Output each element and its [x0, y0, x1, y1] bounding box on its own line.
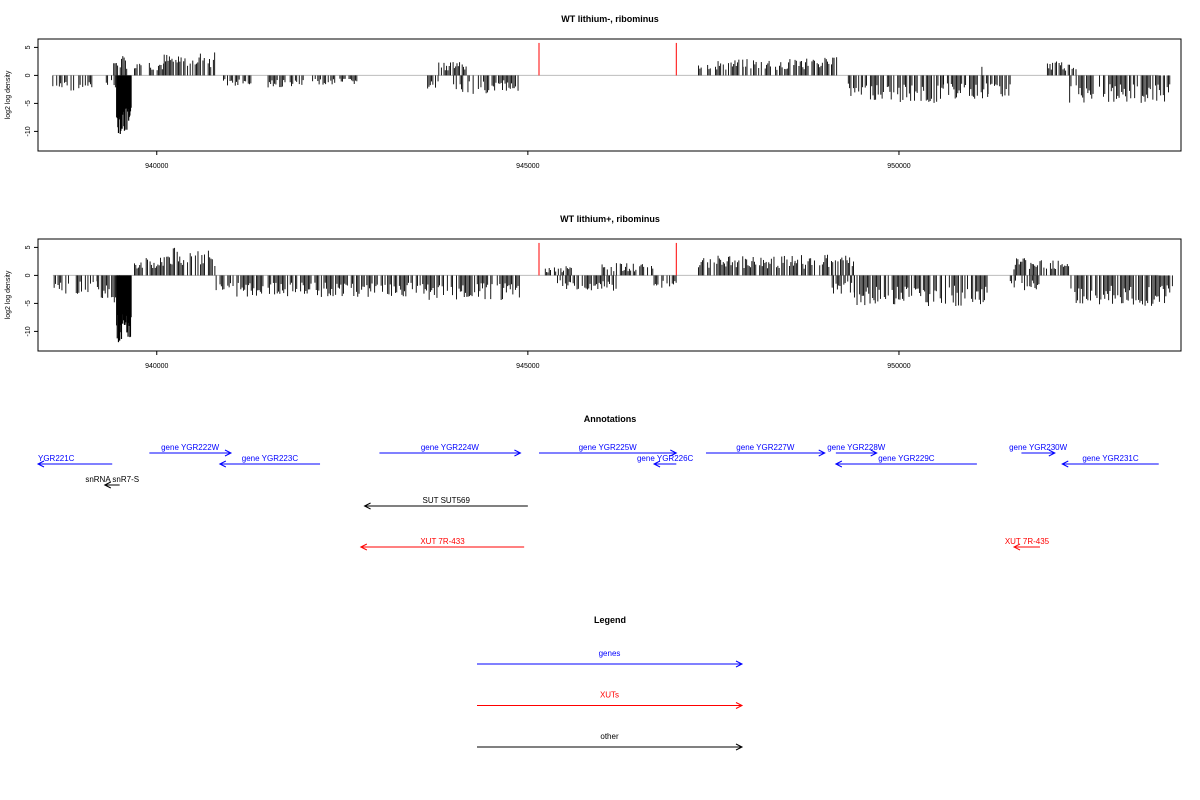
- annotations-title: Annotations: [584, 414, 637, 424]
- x-tick-label: 940000: [145, 163, 168, 170]
- feature-arrow: gene YGR223C: [218, 454, 321, 468]
- annotations-track: Annotations YGR221C gene YGR222W gene YGR2…: [36, 414, 1159, 551]
- feature-arrow: gene YGR222W: [149, 443, 233, 457]
- y-tick-label: 0: [25, 73, 32, 77]
- feature-arrow: XUT 7R-435: [1005, 537, 1050, 551]
- panel-title: WT lithium+, ribominus: [560, 214, 660, 224]
- feature-arrow: gene YGR228W: [827, 443, 886, 457]
- feature-label: gene YGR223C: [242, 454, 299, 463]
- legend-item: XUTs: [477, 691, 744, 709]
- coverage-bars: [52, 242, 1173, 343]
- feature-label: gene YGR231C: [1082, 454, 1139, 463]
- feature-label: SUT SUT569: [422, 496, 470, 505]
- y-tick-label: -5: [25, 300, 32, 306]
- x-tick-label: 950000: [887, 163, 910, 170]
- coverage-bars: [52, 42, 1171, 134]
- feature-arrow: gene YGR226C: [637, 454, 694, 468]
- y-axis-label: log2 log density: [5, 270, 12, 319]
- axes: 5 0 -5 -10 940000 945000 950000: [25, 245, 911, 370]
- y-axis-label: log2 log density: [5, 70, 12, 119]
- y-tick-label: 5: [25, 45, 32, 49]
- legend-item: other: [477, 732, 744, 751]
- legend-label: genes: [599, 649, 621, 658]
- feature-label: gene YGR226C: [637, 454, 694, 463]
- feature-label: gene YGR222W: [161, 443, 220, 452]
- panel-title: WT lithium-, ribominus: [561, 14, 659, 24]
- feature-label: gene YGR224W: [421, 443, 480, 452]
- feature-arrow: YGR221C: [36, 454, 113, 468]
- feature-arrow: XUT 7R-433: [359, 537, 525, 551]
- y-tick-label: 5: [25, 245, 32, 249]
- legend-label: XUTs: [600, 691, 619, 700]
- y-tick-label: -10: [25, 126, 32, 136]
- panel-lithium-minus: WT lithium-, ribominus log2 log density …: [5, 14, 1182, 170]
- plot-frame: [37, 238, 1182, 352]
- x-tick-label: 940000: [145, 363, 168, 370]
- feature-label: gene YGR228W: [827, 443, 886, 452]
- feature-label: gene YGR225W: [579, 443, 638, 452]
- panel-lithium-plus: WT lithium+, ribominus log2 log density …: [5, 214, 1182, 370]
- y-tick-label: -10: [25, 326, 32, 336]
- x-tick-label: 950000: [887, 363, 910, 370]
- feature-arrow: gene YGR231C: [1061, 454, 1159, 468]
- axes: 5 0 -5 -10 940000 945000 950000: [25, 45, 911, 170]
- feature-label: gene YGR227W: [736, 443, 795, 452]
- feature-label: gene YGR230W: [1009, 443, 1068, 452]
- y-tick-label: 0: [25, 273, 32, 277]
- y-tick-label: -5: [25, 100, 32, 106]
- legend-items: genes XUTs other: [477, 649, 744, 751]
- feature-arrow: gene YGR229C: [834, 454, 977, 468]
- x-tick-label: 945000: [516, 363, 539, 370]
- legend: Legend genes XUTs other: [477, 615, 744, 751]
- legend-label: other: [600, 732, 619, 741]
- feature-label: YGR221C: [38, 454, 75, 463]
- feature-label: XUT 7R-435: [1005, 537, 1050, 546]
- feature-arrow: gene YGR224W: [379, 443, 522, 457]
- x-tick-label: 945000: [516, 163, 539, 170]
- feature-label: XUT 7R-433: [420, 537, 465, 546]
- feature-arrow: gene YGR230W: [1009, 443, 1068, 457]
- feature-arrow: snRNA snR7-S: [85, 475, 139, 489]
- plot-frame: [37, 38, 1182, 152]
- legend-title: Legend: [594, 615, 626, 625]
- feature-arrow: gene YGR227W: [705, 443, 826, 457]
- feature-label: snRNA snR7-S: [85, 475, 139, 484]
- feature-label: gene YGR229C: [878, 454, 935, 463]
- feature-list: YGR221C gene YGR222W gene YGR223C gene YGR2…: [36, 443, 1159, 551]
- feature-arrow: SUT SUT569: [363, 496, 528, 510]
- feature-arrow: gene YGR225W: [538, 443, 678, 457]
- legend-item: genes: [477, 649, 744, 668]
